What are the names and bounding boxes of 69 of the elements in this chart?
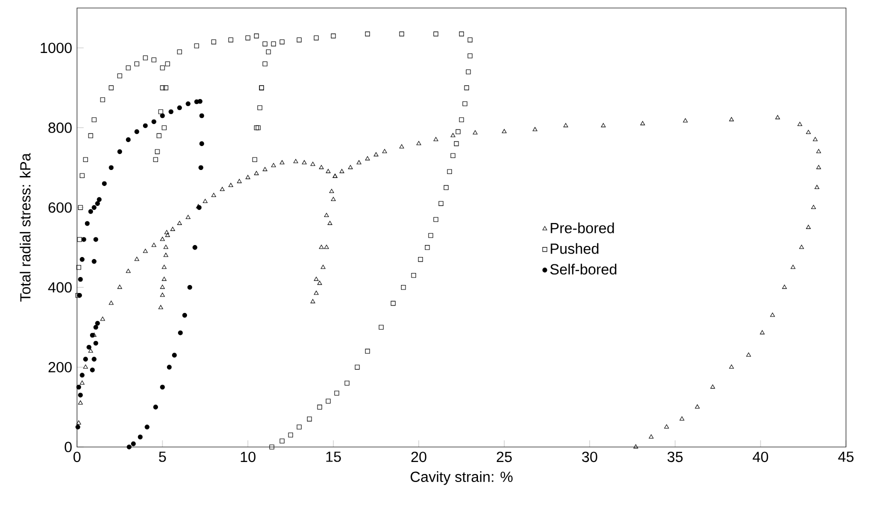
point bbox=[108, 165, 114, 170]
point bbox=[166, 364, 172, 370]
point bbox=[160, 384, 165, 390]
y-tick-label: 600 bbox=[48, 202, 72, 213]
y-tick-label: 0 bbox=[64, 442, 72, 452]
point bbox=[95, 320, 100, 326]
point bbox=[92, 356, 97, 362]
point bbox=[80, 372, 85, 378]
point bbox=[160, 113, 165, 118]
legend-label: Pushed bbox=[550, 243, 598, 254]
point bbox=[126, 137, 131, 142]
legend-label: Pre-bored bbox=[550, 222, 614, 234]
point bbox=[88, 209, 94, 214]
point bbox=[186, 101, 190, 106]
point bbox=[90, 368, 95, 372]
point bbox=[75, 424, 80, 430]
point bbox=[144, 424, 150, 430]
x-tick-label: 25 bbox=[496, 452, 512, 462]
point bbox=[93, 340, 98, 346]
point bbox=[126, 444, 132, 450]
x-tick-label: 15 bbox=[326, 452, 341, 462]
point bbox=[187, 284, 192, 290]
point bbox=[182, 312, 188, 318]
point bbox=[78, 392, 83, 398]
x-tick-label: 20 bbox=[411, 452, 426, 462]
x-tick-label: 5 bbox=[158, 452, 166, 462]
y-tick-label: 200 bbox=[48, 362, 72, 372]
point bbox=[92, 205, 97, 210]
x-tick-label: 30 bbox=[582, 452, 598, 462]
y-tick-label: 400 bbox=[48, 282, 72, 293]
point bbox=[199, 113, 204, 118]
y-tick-label: 800 bbox=[48, 122, 72, 133]
point bbox=[117, 149, 122, 154]
point bbox=[199, 141, 204, 146]
point bbox=[177, 105, 182, 110]
x-tick-label: 10 bbox=[240, 452, 256, 462]
point bbox=[78, 276, 83, 282]
x-axis-title: Cavity strain: % bbox=[410, 471, 513, 485]
point bbox=[93, 237, 98, 242]
point bbox=[80, 257, 85, 262]
point bbox=[131, 441, 136, 446]
point bbox=[198, 165, 204, 170]
point bbox=[93, 324, 98, 330]
point bbox=[152, 119, 156, 124]
point bbox=[138, 434, 143, 440]
x-tick-label: 40 bbox=[752, 452, 768, 462]
point bbox=[134, 129, 140, 134]
point bbox=[95, 201, 100, 206]
x-tick-label: 0 bbox=[73, 452, 80, 462]
point bbox=[96, 197, 102, 202]
point bbox=[102, 181, 107, 186]
point bbox=[198, 98, 202, 104]
point bbox=[178, 330, 183, 336]
point bbox=[153, 404, 158, 410]
point bbox=[172, 352, 177, 358]
legend-label: Self-bored bbox=[550, 264, 616, 275]
point bbox=[168, 109, 174, 114]
point bbox=[142, 123, 148, 128]
x-tick-label: 35 bbox=[668, 452, 683, 462]
point bbox=[81, 237, 86, 242]
x-tick-label: 45 bbox=[838, 452, 854, 462]
y-axis-title: Total radial stress: kPa bbox=[20, 153, 31, 302]
y-tick-label: 1000 bbox=[40, 42, 72, 54]
point bbox=[76, 384, 82, 390]
point bbox=[192, 245, 198, 250]
point bbox=[84, 221, 90, 226]
point bbox=[92, 259, 97, 264]
point bbox=[83, 356, 88, 362]
point bbox=[86, 344, 92, 350]
